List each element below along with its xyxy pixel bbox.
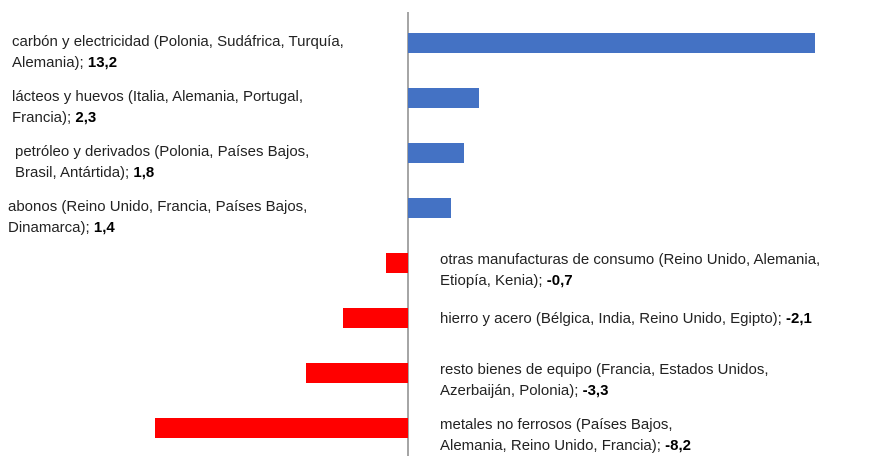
category-label: metales no ferrosos (Países Bajos, Alema… (440, 416, 673, 454)
bar-label: metales no ferrosos (Países Bajos, Alema… (440, 414, 740, 456)
bar-label: abonos (Reino Unido, Francia, Países Baj… (8, 196, 328, 238)
bar (408, 33, 816, 53)
bar (386, 253, 408, 273)
bar-label: hierro y acero (Bélgica, India, Reino Un… (440, 308, 894, 329)
category-label: petróleo y derivados (Polonia, Países Ba… (15, 143, 310, 181)
bar (306, 363, 408, 383)
value-label: -2,1 (786, 310, 812, 327)
bar (155, 418, 408, 438)
category-label: lácteos y huevos (Italia, Alemania, Port… (12, 88, 303, 126)
bar-label: petróleo y derivados (Polonia, Países Ba… (15, 141, 335, 183)
value-label: -3,3 (582, 382, 609, 399)
category-label: otras manufacturas de consumo (Reino Uni… (440, 251, 821, 289)
value-label: -8,2 (665, 437, 691, 454)
value-label: 1,4 (93, 219, 115, 236)
bar (408, 143, 464, 163)
bar-label: carbón y electricidad (Polonia, Sudáfric… (12, 31, 362, 73)
bar (408, 88, 479, 108)
category-label: resto bienes de equipo (Francia, Estados… (440, 361, 769, 399)
bar (408, 198, 452, 218)
value-label: -0,7 (546, 272, 573, 289)
zero-axis (407, 12, 409, 456)
bar-label: otras manufacturas de consumo (Reino Uni… (440, 249, 830, 291)
category-label: hierro y acero (Bélgica, India, Reino Un… (440, 310, 782, 327)
value-label: 1,8 (133, 164, 155, 181)
bar-label: resto bienes de equipo (Francia, Estados… (440, 359, 840, 401)
bar (343, 308, 408, 328)
value-label: 13,2 (87, 54, 118, 71)
bar-label: lácteos y huevos (Italia, Alemania, Port… (12, 86, 312, 128)
value-label: 2,3 (75, 109, 97, 126)
category-label: abonos (Reino Unido, Francia, Países Baj… (8, 198, 308, 236)
category-label: carbón y electricidad (Polonia, Sudáfric… (12, 33, 344, 71)
